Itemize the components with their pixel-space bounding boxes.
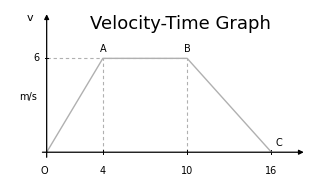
Text: v: v	[27, 13, 33, 23]
Text: 4: 4	[100, 166, 106, 175]
Text: Velocity-Time Graph: Velocity-Time Graph	[90, 15, 271, 33]
Text: O: O	[40, 166, 48, 175]
Text: 10: 10	[181, 166, 193, 175]
Text: B: B	[184, 44, 190, 54]
Text: 6: 6	[34, 53, 40, 63]
Text: C: C	[276, 138, 283, 148]
Text: A: A	[100, 44, 106, 54]
Text: m/s: m/s	[20, 93, 37, 102]
Text: 16: 16	[265, 166, 277, 175]
